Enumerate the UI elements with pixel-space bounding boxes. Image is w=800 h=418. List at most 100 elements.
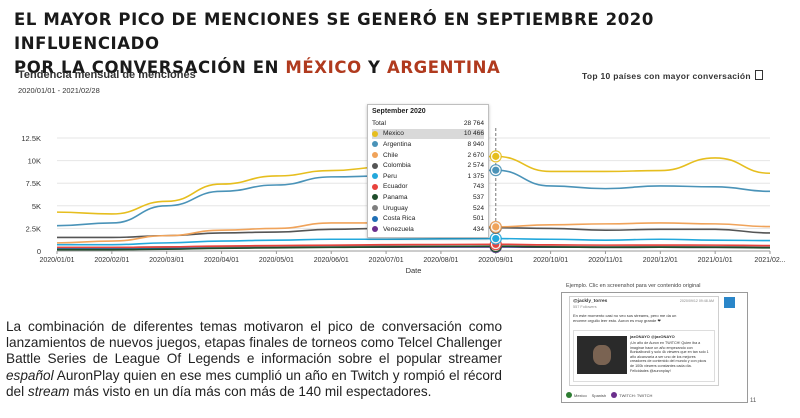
tooltip-month: September 2020 <box>372 108 426 115</box>
tweet-card: @jackly_torres 557 Followers 2020/09/12 … <box>569 296 719 386</box>
tooltip-value: 2 670 <box>467 151 484 159</box>
y-tick-label: 0 <box>37 247 41 256</box>
chart-title: Tendencia mensual de menciones <box>18 69 196 81</box>
headline-mexico: MÉXICO <box>285 58 362 77</box>
tooltip-country: Chile <box>383 151 399 159</box>
twitter-icon <box>724 297 735 308</box>
headline-argentina: ARGENTINA <box>386 58 501 77</box>
x-tick-label: 2020/11/01 <box>588 257 623 264</box>
footer-country: Mexico <box>566 392 587 398</box>
tooltip-value: 2 574 <box>467 162 484 170</box>
x-tick-label: 2020/08/01 <box>423 257 458 264</box>
tooltip-value: 8 940 <box>467 140 484 148</box>
tooltip-row: Ecuador 743 <box>372 182 484 193</box>
legend-dot <box>372 130 378 137</box>
chart-tooltip: September 2020 Total 28 764 Mexico 10 466… <box>367 104 489 238</box>
body-part-3: más visto en un día más con más de 140 m… <box>69 383 432 399</box>
legend-dot <box>372 173 378 180</box>
tooltip-value: 1 375 <box>467 172 484 180</box>
tooltip-row: Peru 1 375 <box>372 171 484 182</box>
tooltip-country: Peru <box>383 172 397 180</box>
x-tick-label: 2020/10/01 <box>533 257 568 264</box>
tooltip-country: Colombia <box>383 162 411 170</box>
hover-point <box>492 223 500 231</box>
document-icon <box>754 70 763 80</box>
tooltip-country: Panama <box>383 193 408 201</box>
body-part-2: AuronPlay quien en ese mes cumplió un añ… <box>6 367 502 399</box>
tooltip-country: Venezuela <box>383 225 414 233</box>
mentions-line-chart: 0 2.5K 5K 7.5K 10K 12.5K 2020/01/01 2020/02/01 2… <box>21 128 786 275</box>
page-number: 11 <box>750 398 757 404</box>
y-tick-label: 10K <box>28 157 41 166</box>
x-tick-label: 2020/09/01 <box>478 257 513 264</box>
x-tick-label: 2020/01/01 <box>39 257 74 264</box>
x-tick-label: 2020/02/01 <box>94 257 129 264</box>
tweet-user: @jackly_torres <box>573 299 608 304</box>
country-dot-icon <box>566 392 572 398</box>
chart-date-range: 2020/01/01 - 2021/02/28 <box>18 86 100 95</box>
y-tick-label: 7.5K <box>26 179 41 188</box>
x-tick-label: 2020/06/01 <box>314 257 349 264</box>
tooltip-total-row: Total 28 764 <box>372 118 484 129</box>
y-tick-label: 2.5K <box>26 224 41 233</box>
tooltip-row: Colombia 2 574 <box>372 160 484 171</box>
legend-dot <box>372 152 378 159</box>
legend-dot <box>372 205 378 212</box>
series-line-panama <box>57 245 771 251</box>
tooltip-country: Argentina <box>383 140 412 148</box>
legend-dot <box>372 162 378 169</box>
footer-source-label: TWITCH: TWITCH <box>619 393 653 398</box>
x-tick-label: 2020/05/01 <box>259 257 294 264</box>
quoted-tweet: jaxONAYO @jaxONAYO ¡Un año de Auron en T… <box>573 330 715 382</box>
tweet-footer: Mexico Spanish TWITCH: TWITCH <box>566 390 744 400</box>
body-emphasis-2: stream <box>27 383 70 399</box>
x-tick-label: 2020/12/01 <box>643 257 678 264</box>
footer-lang: Spanish <box>591 392 607 398</box>
tweet-text: En este momento casi no veo sus streams,… <box>573 313 677 323</box>
quoted-tweet-text: ¡Un año de Auron en TWITCH! Quien iba a … <box>630 341 709 373</box>
streamer-photo <box>593 345 611 365</box>
tooltip-value: 743 <box>472 183 484 191</box>
legend-dot <box>372 141 378 148</box>
y-tick-label: 5K <box>32 202 41 211</box>
tooltip-value: 501 <box>472 215 484 223</box>
footer-country-label: Mexico <box>574 393 587 398</box>
tooltip-country: Ecuador <box>383 183 408 191</box>
legend-dot <box>372 215 378 222</box>
tooltip-total-value: 28 764 <box>463 119 484 127</box>
top10-link[interactable]: Top 10 países con mayor conversación <box>582 70 763 81</box>
tooltip-row: Chile 2 670 <box>372 150 484 161</box>
hover-point <box>492 234 500 243</box>
series-line-peru <box>57 237 771 246</box>
quoted-tweet-user: jaxONAYO @jaxONAYO <box>630 334 675 339</box>
x-tick-label: 2020/03/01 <box>149 257 184 264</box>
x-tick-label: 2021/01/01 <box>698 257 733 264</box>
tooltip-row: Costa Rica 501 <box>372 213 484 224</box>
tooltip-value: 537 <box>472 193 484 201</box>
tooltip-row: Uruguay 524 <box>372 203 484 214</box>
tweet-date: 2020/09/12 09:48 AM <box>679 299 714 303</box>
tooltip-value: 10 466 <box>463 130 484 138</box>
tooltip-value: 434 <box>472 225 484 233</box>
x-tick-label: 2020/04/01 <box>204 257 239 264</box>
tooltip-row: Panama 537 <box>372 192 484 203</box>
tooltip-row: Venezuela 434 <box>372 224 484 235</box>
embed-caption: Ejemplo. Clic en screenshot para ver con… <box>566 283 701 289</box>
tweet-screenshot[interactable]: @jackly_torres 557 Followers 2020/09/12 … <box>561 292 748 403</box>
tweet-followers: 557 Followers <box>573 305 597 309</box>
legend-dot <box>372 226 378 233</box>
tooltip-rows: Mexico 10 466 Argentina 8 940 Chile 2 670 Colo… <box>372 128 484 235</box>
headline-connector: Y <box>361 58 387 77</box>
hover-point <box>492 152 500 160</box>
legend-dot <box>372 194 378 201</box>
twitch-icon <box>611 392 618 398</box>
body-paragraph: La combinación de diferentes temas motiv… <box>6 319 502 400</box>
tooltip-country: Mexico <box>383 130 404 138</box>
tooltip-country: Costa Rica <box>383 215 416 223</box>
tooltip-row: Mexico 10 466 <box>372 128 484 140</box>
x-tick-label: 2021/02... <box>754 257 785 264</box>
top10-label: Top 10 países con mayor conversación <box>582 71 751 81</box>
series-line-ecuador <box>56 243 771 249</box>
tooltip-value: 524 <box>472 204 484 212</box>
body-part-1: La combinación de diferentes temas motiv… <box>6 319 502 367</box>
